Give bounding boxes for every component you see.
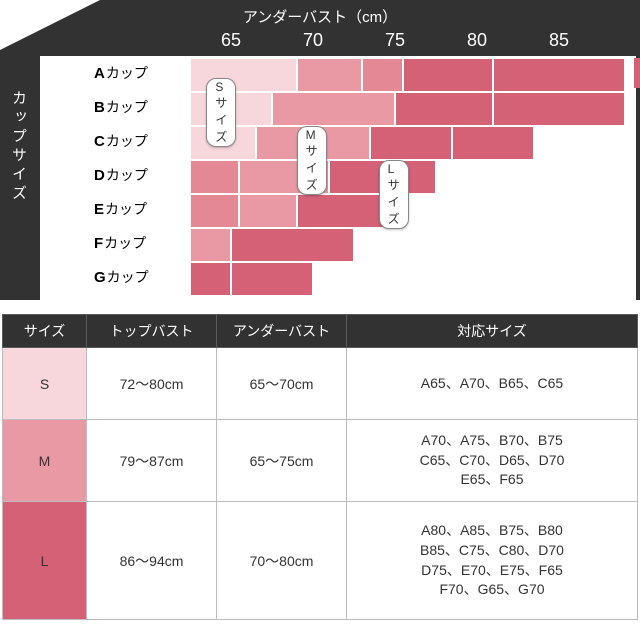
column-header: 75 bbox=[354, 30, 436, 51]
topbust-cell: 79〜87cm bbox=[87, 420, 217, 502]
th-compatible: 対応サイズ bbox=[347, 315, 638, 348]
chart-cell bbox=[403, 58, 493, 92]
size-chart: アンダーバスト（cm） カップサイズ 6570758085 AカップBカップCカ… bbox=[0, 0, 640, 310]
row-label: Bカップ bbox=[40, 90, 149, 124]
chart-cell bbox=[452, 126, 534, 160]
row-label: Aカップ bbox=[40, 56, 149, 90]
column-headers: 6570758085 bbox=[190, 30, 600, 51]
chart-cell bbox=[190, 160, 239, 194]
underbust-cell: 65〜70cm bbox=[217, 348, 347, 420]
size-pill: Mサイズ bbox=[297, 126, 327, 195]
size-pill: Sサイズ bbox=[206, 78, 236, 147]
chart-grid: AカップBカップCカップDカップEカップFカップGカップ Sサイズ Mサイズ Lサイ… bbox=[40, 56, 636, 300]
chart-cell bbox=[493, 58, 624, 92]
size-cell: L bbox=[3, 502, 87, 620]
topbust-cell: 86〜94cm bbox=[87, 502, 217, 620]
row-label: Fカップ bbox=[40, 226, 149, 260]
row-label: Eカップ bbox=[40, 192, 149, 226]
compatible-cell: A65、A70、B65、C65 bbox=[347, 348, 638, 420]
chart-cell bbox=[231, 262, 313, 296]
table-header-row: サイズ トップバスト アンダーバスト 対応サイズ bbox=[3, 315, 638, 348]
size-pill: Lサイズ bbox=[379, 160, 409, 229]
axis-top-label: アンダーバスト（cm） bbox=[0, 6, 640, 27]
row-label: Dカップ bbox=[40, 158, 149, 192]
size-cell: M bbox=[3, 420, 87, 502]
chart-cell bbox=[231, 228, 354, 262]
table-row: M79〜87cm65〜75cmA70、A75、B70、B75C65、C70、D6… bbox=[3, 420, 638, 502]
chart-cell bbox=[190, 194, 239, 228]
chart-cell bbox=[362, 58, 403, 92]
row-label: Cカップ bbox=[40, 124, 149, 158]
table-body: S72〜80cm65〜70cmA65、A70、B65、C65M79〜87cm65… bbox=[3, 348, 638, 620]
th-underbust: アンダーバスト bbox=[217, 315, 347, 348]
column-header: 85 bbox=[518, 30, 600, 51]
chart-cell bbox=[239, 194, 296, 228]
axis-left-label: カップサイズ bbox=[8, 90, 29, 204]
column-header: 70 bbox=[272, 30, 354, 51]
row-label: Gカップ bbox=[40, 260, 149, 294]
table-row: S72〜80cm65〜70cmA65、A70、B65、C65 bbox=[3, 348, 638, 420]
size-table: サイズ トップバスト アンダーバスト 対応サイズ S72〜80cm65〜70cm… bbox=[2, 314, 638, 620]
topbust-cell: 72〜80cm bbox=[87, 348, 217, 420]
edge-stripe bbox=[634, 58, 640, 88]
th-topbust: トップバスト bbox=[87, 315, 217, 348]
table-row: L86〜94cm70〜80cmA80、A85、B75、B80B85、C75、C8… bbox=[3, 502, 638, 620]
column-header: 65 bbox=[190, 30, 272, 51]
compatible-cell: A80、A85、B75、B80B85、C75、C80、D70D75、E70、E7… bbox=[347, 502, 638, 620]
underbust-cell: 70〜80cm bbox=[217, 502, 347, 620]
chart-cell bbox=[370, 126, 452, 160]
row-labels: AカップBカップCカップDカップEカップFカップGカップ bbox=[40, 56, 149, 294]
size-cell: S bbox=[3, 348, 87, 420]
chart-cell bbox=[395, 92, 493, 126]
chart-cell bbox=[190, 228, 231, 262]
th-size: サイズ bbox=[3, 315, 87, 348]
chart-cell bbox=[297, 58, 363, 92]
compatible-cell: A70、A75、B70、B75C65、C70、D65、D70E65、F65 bbox=[347, 420, 638, 502]
underbust-cell: 65〜75cm bbox=[217, 420, 347, 502]
column-header: 80 bbox=[436, 30, 518, 51]
chart-cell bbox=[190, 262, 231, 296]
chart-cell bbox=[272, 92, 395, 126]
chart-cell bbox=[493, 92, 624, 126]
